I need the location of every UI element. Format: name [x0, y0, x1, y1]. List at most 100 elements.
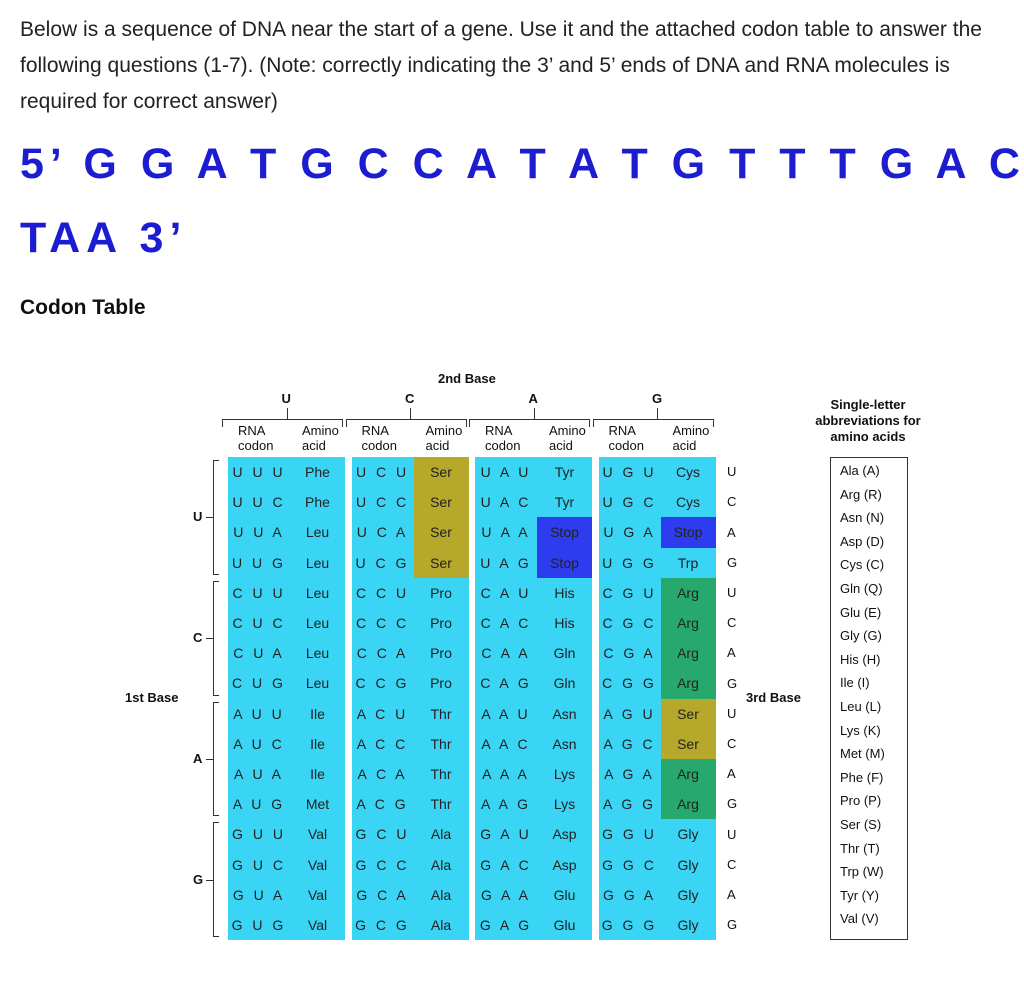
abbreviation: Ser (S) [840, 817, 882, 832]
abbreviation: Ile (I) [840, 675, 870, 691]
codon-cell: C G C [598, 608, 661, 639]
codon-cell: A U C [228, 728, 290, 759]
codon-cell: G G G [598, 910, 661, 941]
amino-acid-cell: Ile [290, 728, 345, 759]
amino-acid-cell: Trp [660, 547, 716, 578]
first-base-tick [206, 638, 213, 640]
amino-acid-cell: Lys [537, 789, 592, 820]
codon-cell: C U C [228, 608, 290, 639]
amino-acid-cell: Ser [413, 547, 469, 578]
bracket-line [345, 419, 467, 420]
third-base-letter: G [727, 675, 738, 691]
column-header: RNA codon [608, 423, 644, 453]
third-base-letter: C [727, 856, 737, 872]
column-header: Amino acid [672, 423, 710, 453]
abbreviation: Gln (Q) [840, 581, 883, 596]
amino-acid-cell: Arg [660, 638, 716, 669]
bracket-tick [222, 419, 223, 427]
bracket-tick [533, 408, 535, 419]
third-base-letter: G [727, 917, 738, 933]
codon-cell: A U A [228, 759, 290, 790]
abbreviation: Tyr (Y) [840, 887, 879, 903]
third-base-letter: G [727, 554, 738, 570]
question-intro: Below is a sequence of DNA near the star… [20, 18, 982, 113]
column-header: Amino acid [549, 423, 586, 453]
amino-acid-cell: Val [290, 819, 345, 850]
abbreviation: Trp (W) [840, 864, 884, 880]
first-base-bracket [213, 580, 219, 582]
column-header: Amino acid [302, 423, 339, 453]
amino-acid-cell: Leu [290, 608, 345, 639]
amino-acid-cell: Leu [290, 577, 345, 608]
first-base-letter: C [193, 630, 203, 646]
first-base-bracket [213, 936, 219, 938]
amino-acid-cell: Ala [413, 819, 469, 850]
second-base-letter: U [281, 391, 291, 406]
amino-acid-cell: Arg [660, 759, 716, 790]
abbreviation: Asp (D) [840, 533, 885, 549]
codon-cell: C A C [475, 608, 537, 639]
amino-acid-cell: Ser [660, 698, 716, 729]
first-base-bracket [213, 822, 214, 938]
amino-acid-cell: Gly [660, 910, 716, 941]
amino-acid-cell: Ile [290, 759, 345, 790]
second-base-letter: C [405, 391, 415, 406]
third-base-letter: C [727, 615, 737, 631]
amino-acid-cell: Thr [413, 759, 469, 790]
codon-cell: G G C [598, 849, 661, 880]
codon-cell: U U A [228, 517, 290, 548]
amino-acid-cell: Thr [413, 728, 469, 759]
amino-acid-cell: Arg [660, 668, 716, 699]
amino-acid-cell: Asp [537, 819, 592, 850]
abbreviation: Asn (N) [840, 510, 885, 526]
column-header: RNA codon [361, 423, 397, 453]
codon-cell: U U C [228, 487, 290, 518]
amino-acid-cell: Val [290, 910, 345, 941]
codon-cell: G U G [228, 910, 290, 941]
codon-cell: U A A [475, 517, 537, 548]
codon-cell: A U U [228, 698, 290, 729]
column-header: RNA codon [238, 423, 274, 453]
codon-cell: G C G [351, 910, 414, 941]
amino-acid-cell: Ser [660, 728, 716, 759]
codon-cell: U G U [598, 457, 661, 488]
codon-cell: C C C [351, 608, 414, 639]
first-base-bracket [213, 573, 219, 575]
amino-acid-cell: Tyr [537, 487, 592, 518]
amino-acid-cell: Val [290, 879, 345, 910]
second-base-label: 2nd Base [438, 371, 496, 386]
amino-acid-cell: His [537, 577, 592, 608]
amino-acid-cell: Stop [537, 517, 592, 548]
first-base-label: 1st Base [125, 690, 179, 705]
third-base-letter: U [727, 705, 737, 721]
codon-cell: U A U [475, 457, 537, 488]
codon-cell: U G A [598, 517, 661, 548]
amino-acid-cell: Ile [290, 698, 345, 729]
amino-acid-cell: Leu [290, 668, 345, 699]
amino-acid-cell: Arg [660, 789, 716, 820]
codon-cell: C U U [228, 577, 290, 608]
amino-acid-cell: Arg [660, 577, 716, 608]
amino-acid-cell: Ala [413, 879, 469, 910]
bracket-tick [465, 419, 467, 427]
codon-cell: A G G [598, 789, 661, 820]
bracket-tick [712, 419, 714, 427]
codon-cell: U C U [351, 457, 414, 488]
abbreviation: Val (V) [840, 911, 879, 927]
third-base-letter: U [727, 584, 737, 600]
bracket-tick [342, 419, 343, 427]
codon-cell: A C U [351, 698, 414, 729]
bracket-tick [345, 419, 347, 427]
bracket-tick [410, 408, 411, 419]
bracket-line [222, 419, 343, 420]
amino-acid-cell: Ser [413, 517, 469, 548]
dna-sequence-line: TAA 3’ [20, 214, 188, 262]
amino-acid-cell: Gly [660, 879, 716, 910]
abbreviation: Thr (T) [840, 840, 880, 856]
third-base-letter: U [727, 826, 737, 842]
codon-cell: U A C [475, 487, 537, 518]
bracket-tick [589, 419, 590, 427]
amino-acid-cell: Leu [290, 638, 345, 669]
amino-acid-cell: Met [290, 789, 345, 820]
codon-cell: G A C [475, 849, 537, 880]
